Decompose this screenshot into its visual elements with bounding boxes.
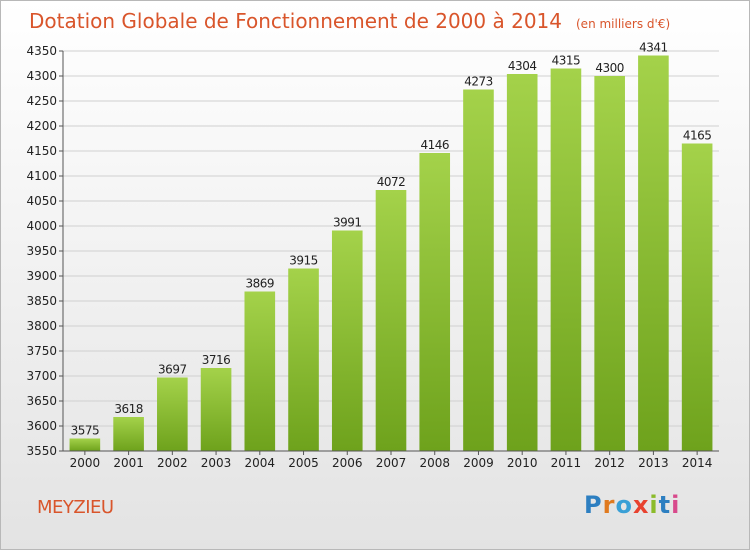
data-label: 3869 bbox=[246, 277, 275, 291]
data-label: 4165 bbox=[683, 129, 712, 143]
logo-letter: x bbox=[632, 491, 650, 519]
bar bbox=[331, 230, 363, 451]
y-tick-label: 4000 bbox=[26, 219, 57, 233]
x-tick-label: 2004 bbox=[245, 456, 276, 470]
y-tick-label: 3800 bbox=[26, 319, 57, 333]
city-name: MEYZIEU bbox=[37, 497, 114, 518]
y-tick-label: 3550 bbox=[26, 444, 57, 458]
logo-letter: o bbox=[615, 491, 633, 519]
data-label: 4072 bbox=[377, 175, 406, 189]
x-tick-label: 2012 bbox=[594, 456, 625, 470]
y-tick-label: 4050 bbox=[26, 194, 57, 208]
bar bbox=[69, 438, 101, 451]
y-tick-label: 4200 bbox=[26, 119, 57, 133]
x-tick-label: 2005 bbox=[288, 456, 319, 470]
chart-title-text: Dotation Globale de Fonctionnement de 20… bbox=[29, 9, 562, 33]
data-label: 3991 bbox=[333, 216, 362, 230]
x-tick-label: 2003 bbox=[201, 456, 232, 470]
data-label: 4146 bbox=[420, 138, 449, 152]
bar bbox=[506, 74, 538, 451]
x-tick-label: 2001 bbox=[113, 456, 144, 470]
x-tick-label: 2010 bbox=[507, 456, 538, 470]
x-tick-label: 2011 bbox=[551, 456, 582, 470]
x-axis: 2000 2001 2002 2003 2004 2005 2006 2007 2008 2009… bbox=[63, 450, 719, 470]
chart-title: Dotation Globale de Fonctionnement de 20… bbox=[29, 9, 670, 33]
bar bbox=[550, 68, 582, 451]
x-tick-label: 2014 bbox=[682, 456, 713, 470]
y-tick-label: 3700 bbox=[26, 369, 57, 383]
data-label: 3697 bbox=[158, 363, 187, 377]
x-tick-label: 2006 bbox=[332, 456, 363, 470]
y-tick-label: 3650 bbox=[26, 394, 57, 408]
x-tick-label: 2007 bbox=[376, 456, 407, 470]
bar bbox=[157, 377, 188, 451]
proxiti-logo: Proxiti bbox=[584, 491, 680, 519]
data-label: 4300 bbox=[595, 61, 624, 75]
bar bbox=[244, 291, 276, 451]
data-label: 3618 bbox=[114, 402, 143, 416]
bar bbox=[594, 76, 625, 451]
y-tick-label: 3750 bbox=[26, 344, 57, 358]
y-tick-label: 4350 bbox=[26, 44, 57, 58]
bar bbox=[113, 417, 144, 451]
data-labels: 3575 3618 3697 3716 3869 3915 3991 4072 4146 4273… bbox=[71, 41, 712, 438]
y-tick-label: 4250 bbox=[26, 94, 57, 108]
bars bbox=[69, 55, 713, 451]
y-tick-label: 3600 bbox=[26, 419, 57, 433]
logo-letter: i bbox=[671, 491, 681, 519]
bar bbox=[463, 89, 494, 451]
bar bbox=[200, 368, 232, 451]
chart-unit-label: (en milliers d'€) bbox=[576, 17, 671, 31]
y-tick-label: 4300 bbox=[26, 69, 57, 83]
x-tick-label: 2002 bbox=[157, 456, 188, 470]
y-axis: 3550 3600 3650 3700 3750 3800 3850 3900 3950 4000… bbox=[26, 44, 64, 458]
x-tick-label: 2000 bbox=[70, 456, 101, 470]
logo-letter: r bbox=[602, 491, 616, 519]
data-label: 4273 bbox=[464, 75, 493, 89]
y-tick-label: 4150 bbox=[26, 144, 57, 158]
data-label: 4304 bbox=[508, 59, 537, 73]
bar bbox=[375, 190, 407, 451]
data-label: 4341 bbox=[639, 41, 668, 55]
logo-letter: P bbox=[584, 491, 603, 519]
y-tick-label: 3850 bbox=[26, 294, 57, 308]
bar bbox=[419, 153, 451, 451]
data-label: 3716 bbox=[202, 353, 231, 367]
data-label: 3575 bbox=[71, 424, 100, 438]
logo-letter: i bbox=[649, 491, 659, 519]
bar bbox=[288, 268, 319, 451]
data-label: 4315 bbox=[552, 54, 581, 68]
y-tick-label: 3900 bbox=[26, 269, 57, 283]
y-tick-label: 3950 bbox=[26, 244, 57, 258]
x-tick-label: 2013 bbox=[638, 456, 669, 470]
bar bbox=[681, 143, 713, 451]
bar bbox=[638, 55, 669, 451]
logo-letter: t bbox=[658, 491, 672, 519]
x-tick-label: 2009 bbox=[463, 456, 494, 470]
y-tick-label: 4100 bbox=[26, 169, 57, 183]
x-tick-label: 2008 bbox=[419, 456, 450, 470]
data-label: 3915 bbox=[289, 254, 318, 268]
